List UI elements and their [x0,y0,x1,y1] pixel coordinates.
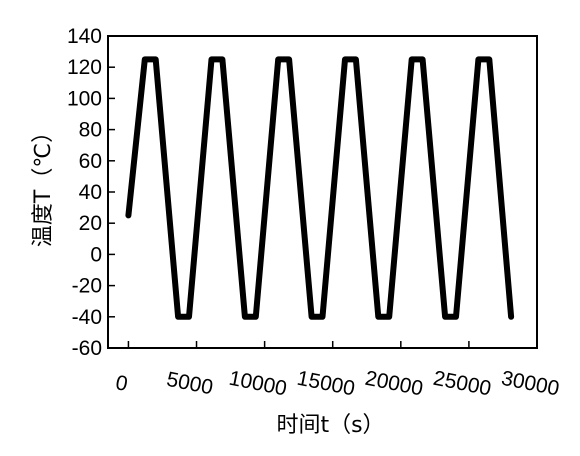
x-tick-label: 25000 [431,367,493,401]
x-tick-label: 0 [114,371,130,396]
y-tick-label: -20 [72,275,102,298]
y-tick-label: 140 [67,25,102,48]
plot-layer [125,56,515,320]
y-axis-title: 温度T（℃） [31,121,56,247]
x-axis-title: 时间t（s） [276,413,384,438]
x-tick-label: 15000 [295,367,357,401]
x-tick-label: 10000 [227,367,289,401]
x-tick-label: 30000 [499,367,561,401]
y-tick-label: 0 [90,243,102,266]
y-tick-label: -40 [72,306,102,329]
y-tick-label: 40 [79,181,102,204]
y-axis-ticks: -60 -40 -20 0 20 40 60 80 100 120 140 [67,25,115,360]
y-tick-label: 120 [67,56,102,79]
series-line-0 [125,56,515,320]
y-tick-label: 80 [79,119,102,142]
y-tick-label: 20 [79,212,102,235]
x-axis-ticks: 0 5000 10000 15000 20000 25000 30000 [114,341,561,400]
x-tick-label: 5000 [165,368,215,399]
y-tick-label: -60 [72,337,102,360]
y-tick-label: 60 [79,150,102,173]
y-tick-label: 100 [67,87,102,110]
x-tick-label: 20000 [363,367,425,401]
